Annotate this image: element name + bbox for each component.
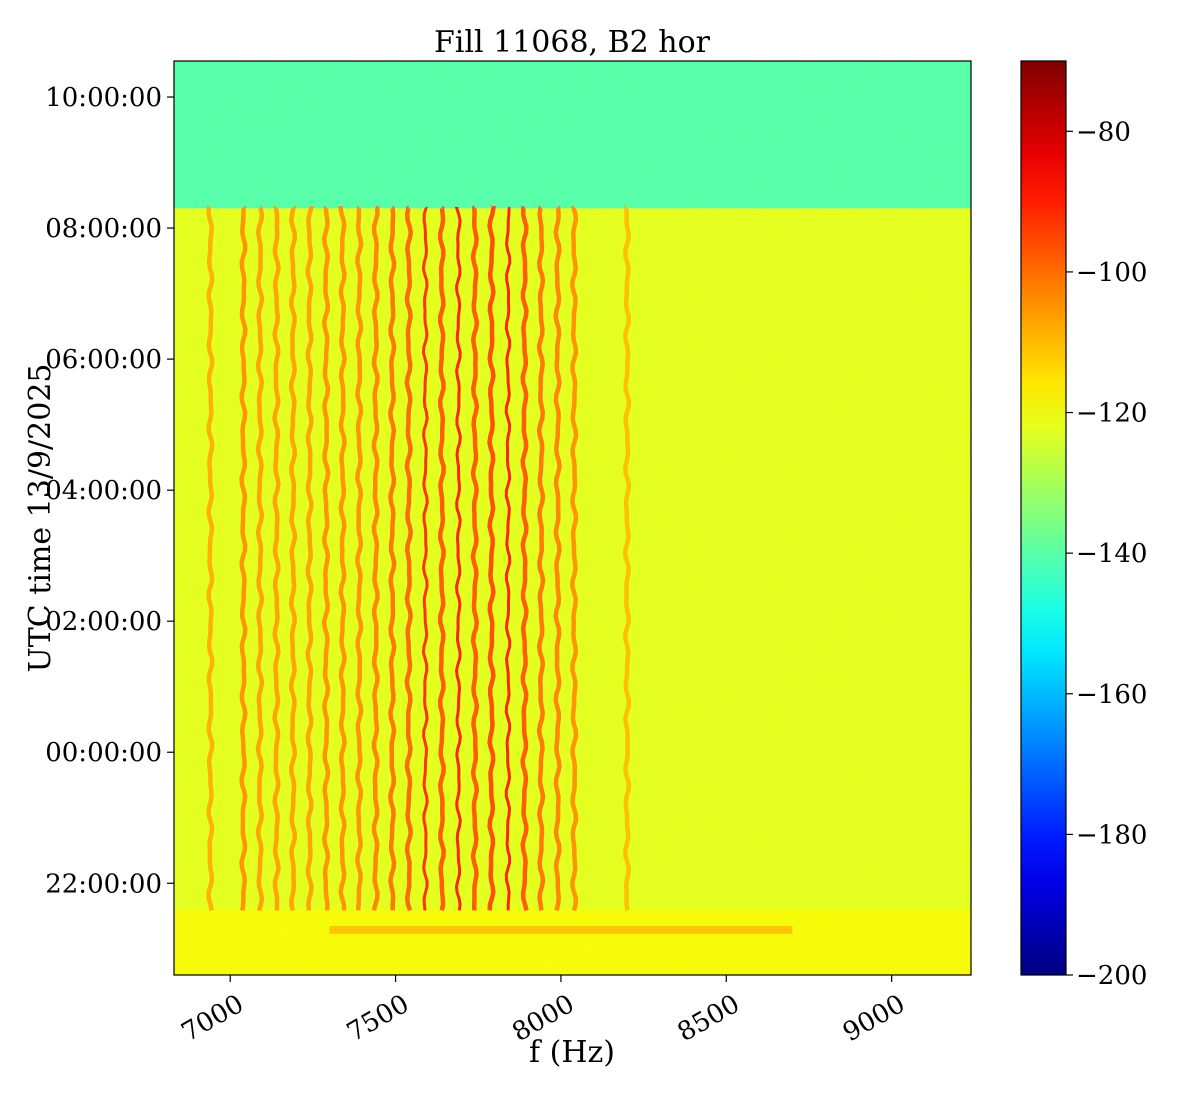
harmonic-line (437, 206, 446, 911)
harmonic-line (305, 206, 315, 911)
y-tick-label: 00:00:00 (45, 738, 162, 768)
harmonic-line (553, 206, 562, 911)
y-axis-label: UTC time 13/9/2025 (23, 364, 58, 673)
plot-frame (173, 60, 972, 976)
y-tick-label: 02:00:00 (45, 607, 162, 637)
harmonic-line (536, 206, 546, 911)
x-tick-label: 7500 (342, 989, 414, 1048)
harmonic-line (520, 206, 529, 911)
y-tick-label: 10:00:00 (45, 83, 162, 113)
harmonic-line (288, 206, 298, 911)
heatmap-region-texture (174, 61, 971, 209)
harmonic-line (239, 206, 248, 911)
colorbar-tick-label: −200 (1076, 961, 1147, 991)
colorbar: −80 −100 −120 −140 −160 −180 −200 (1020, 60, 1147, 991)
harmonic-line (355, 206, 364, 911)
plot-area (173, 60, 972, 976)
y-axis-ticks: 10:00:00 08:00:00 06:00:00 04:00:00 02:00:00… (45, 83, 174, 899)
harmonic-line (421, 206, 429, 911)
colorbar-tick-label: −100 (1076, 258, 1147, 288)
heatmap-band (329, 925, 793, 934)
y-tick-label: 08:00:00 (45, 214, 162, 244)
colorbar-ticks: −80 −100 −120 −140 −160 −180 −200 (1066, 117, 1147, 991)
heatmap-band (174, 909, 971, 975)
colorbar-tick-label: −140 (1076, 539, 1147, 569)
harmonic-line (388, 206, 397, 911)
harmonic-line (206, 206, 215, 911)
x-tick-label: 8500 (673, 989, 745, 1048)
colorbar-fill (1020, 60, 1067, 976)
harmonic-line (404, 206, 414, 912)
y-tick-label: 04:00:00 (45, 476, 162, 506)
x-tick-label: 9000 (838, 989, 910, 1048)
y-tick-label: 06:00:00 (45, 345, 162, 375)
harmonic-line (454, 206, 462, 911)
colorbar-tick-label: −160 (1076, 680, 1147, 710)
harmonic-line (371, 206, 380, 911)
harmonic-line (622, 206, 632, 911)
harmonic-line (504, 206, 512, 911)
harmonic-line (338, 206, 347, 911)
harmonic-line (272, 206, 281, 911)
harmonic-line (321, 206, 331, 911)
colorbar-tick-label: −80 (1076, 117, 1131, 147)
heatmap (174, 61, 971, 975)
harmonic-line (570, 206, 579, 911)
x-axis-label: f (Hz) (529, 1035, 615, 1070)
harmonic-line (487, 206, 496, 911)
chart-title: Fill 11068, B2 hor (434, 25, 711, 60)
colorbar-tick-label: −120 (1076, 399, 1147, 429)
y-tick-label: 22:00:00 (45, 869, 162, 899)
x-tick-label: 7000 (177, 989, 249, 1048)
harmonic-line (470, 206, 480, 911)
harmonic-line (255, 206, 265, 912)
colorbar-tick-label: −180 (1076, 820, 1147, 850)
